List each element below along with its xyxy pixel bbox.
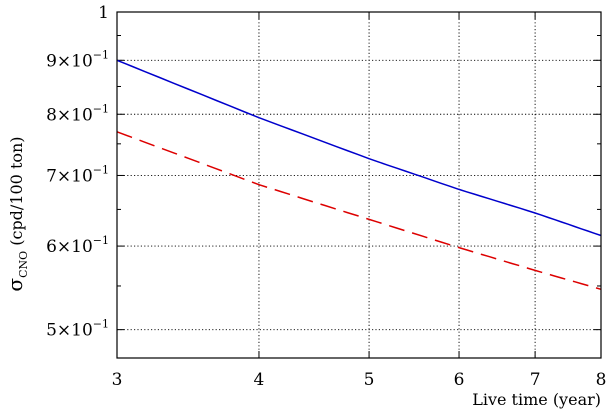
y-tick-exponent: −1 (93, 234, 109, 247)
x-tick-label: 6 (454, 370, 465, 390)
grid-layer (116, 11, 602, 358)
series-layer (116, 59, 602, 291)
x-tick-label: 3 (112, 370, 123, 390)
label-layer: 3 4 5 6 7 85×10−16×10−17×10−18×10−19×10−11 (46, 3, 606, 390)
y-tick-exponent: −1 (93, 318, 109, 331)
y-tick-label: 6×10−1 (46, 234, 109, 257)
y-tick-exponent: −1 (93, 102, 109, 115)
y-tick-mantissa: 8×10 (46, 105, 93, 125)
y-tick-label: 9×10−1 (46, 48, 109, 71)
y-tick-exponent: −1 (93, 48, 109, 61)
plot-frame (116, 11, 602, 359)
y-tick-label: 7×10−1 (46, 163, 109, 186)
x-axis-title: Live time (year) (472, 390, 601, 409)
y-axis-title-symbol: σ (3, 278, 27, 292)
y-tick-label: 1 (98, 3, 109, 23)
x-tick-label: 8 (596, 370, 607, 390)
y-tick-mantissa: 7×10 (46, 166, 93, 186)
series-line-1 (116, 59, 602, 237)
y-tick-label: 5×10−1 (46, 318, 109, 341)
x-tick-label: 7 (530, 370, 541, 390)
y-tick-mantissa: 1 (98, 3, 109, 23)
x-tick-label: 4 (254, 370, 265, 390)
y-tick-exponent: −1 (93, 163, 109, 176)
y-axis-title-subscript: CNO (17, 251, 30, 278)
y-tick-mantissa: 5×10 (46, 321, 93, 341)
y-tick-mantissa: 9×10 (46, 51, 93, 71)
y-axis-title: σCNO (cpd/100 ton) (3, 136, 30, 291)
x-tick-label: 5 (364, 370, 375, 390)
series-line-2 (116, 131, 602, 291)
y-axis-title-unit: (cpd/100 ton) (7, 136, 26, 250)
tick-layer (116, 11, 602, 358)
y-tick-label: 8×10−1 (46, 102, 109, 125)
y-tick-mantissa: 6×10 (46, 237, 93, 257)
